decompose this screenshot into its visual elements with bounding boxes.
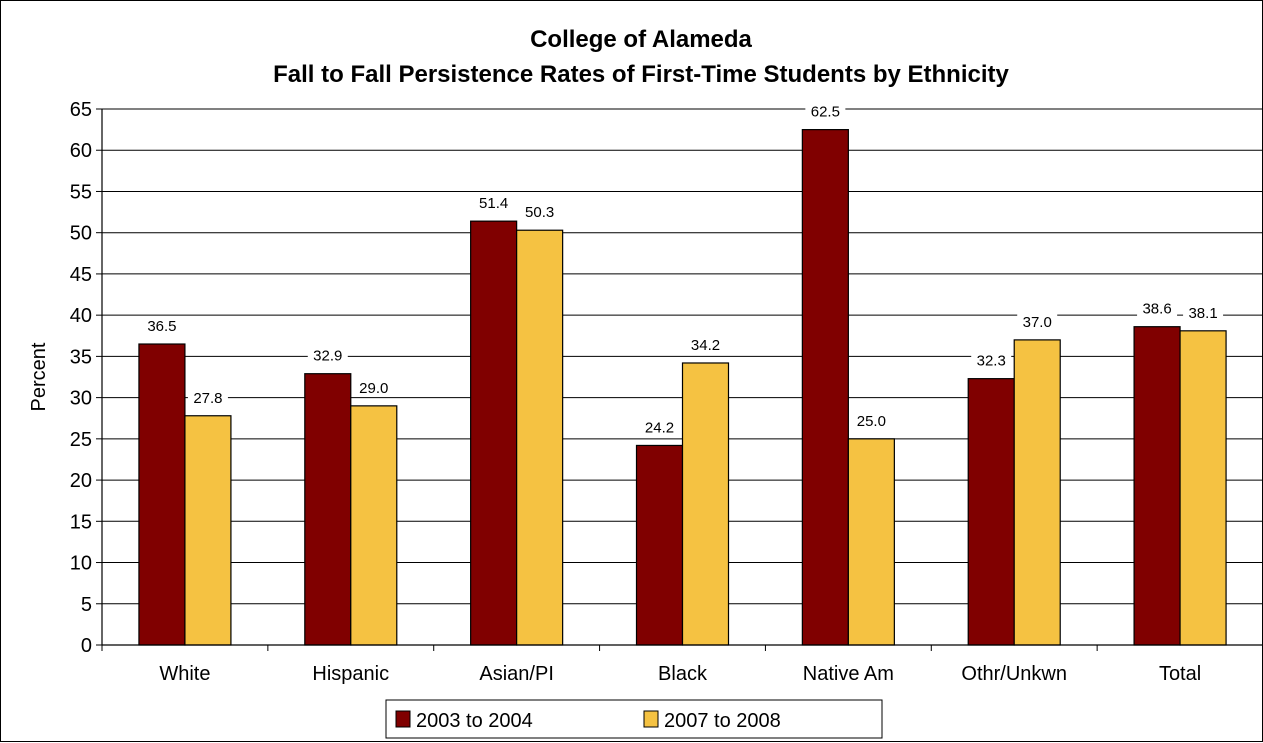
bar [184,415,232,646]
data-label-bg [1017,312,1058,331]
legend-swatch [643,710,659,728]
legend-swatch [395,710,411,728]
legend-label: 2007 to 2008 [664,710,781,732]
legend-box [385,699,883,739]
data-label: 34.2 [691,337,720,354]
data-label-bg [307,346,348,365]
y-axis-label: Percent [28,342,50,411]
y-tick-label: 35 [70,346,92,368]
x-tick-label: Othr/Unkwn [961,663,1067,685]
data-label-bg [187,388,228,407]
bar [138,343,186,646]
data-label-bg [473,194,514,213]
y-tick-label: 15 [70,511,92,533]
bars [138,129,1227,646]
y-tick-label: 40 [70,305,92,327]
data-label: 32.9 [313,348,342,365]
bar [470,220,518,646]
y-tick-label: 55 [70,181,92,203]
data-label: 24.2 [645,419,674,436]
data-label-bg [353,378,394,397]
legend-label: 2003 to 2004 [416,710,533,732]
bar [304,373,352,646]
x-tick-label: Total [1159,663,1201,685]
data-label: 32.3 [977,353,1006,370]
y-tick-label: 20 [70,470,92,492]
axes: 0 5 10 15 20 25 30 35 40 45 50 55 60 65 White Hispanic A… [70,99,1263,685]
data-label: 38.1 [1188,305,1217,322]
y-tick-label: 5 [81,594,92,616]
data-label: 51.4 [479,195,508,212]
data-label-bg [685,335,726,354]
x-tick-label: Asian/PI [479,663,553,685]
bar [516,229,564,646]
data-label-bg [1183,303,1224,322]
bar [1133,326,1181,646]
data-label: 27.8 [193,390,222,407]
y-tick-label: 0 [81,635,92,657]
bar [1013,339,1061,646]
data-label-bg [851,411,892,430]
data-label: 38.6 [1142,301,1171,318]
y-tick-label: 50 [70,223,92,245]
data-label-bg [1137,299,1178,318]
data-label-bg [141,317,182,336]
data-label: 50.3 [525,204,554,221]
x-tick-label: Black [658,663,708,685]
bar [847,438,895,646]
data-label: 29.0 [359,380,388,397]
y-tick-label: 25 [70,429,92,451]
data-label: 25.0 [857,413,886,430]
bar [1179,330,1227,646]
bar [635,444,684,646]
y-tick-label: 45 [70,264,92,286]
data-labels: 36.5 27.8 32.9 29.0 51.4 50.3 24.2 34.2 62.5 25.0… [141,102,1224,437]
data-label-bg [971,351,1012,370]
data-label-bg [519,203,560,222]
chart-title: College of Alameda [530,26,752,53]
chart-subtitle: Fall to Fall Persistence Rates of First-… [273,61,1009,88]
legend: 2003 to 2004 2007 to 2008 [385,699,883,739]
x-tick-label: Native Am [803,663,894,685]
data-label: 36.5 [147,318,176,335]
data-label-bg [639,418,680,437]
bar [681,362,730,646]
y-tick-label: 10 [70,553,92,575]
y-tick-label: 30 [70,388,92,410]
x-tick-label: Hispanic [312,663,389,685]
bar [350,405,398,646]
data-label: 37.0 [1023,314,1052,331]
data-label: 62.5 [811,104,840,121]
y-tick-label: 60 [70,140,92,162]
data-label-bg [805,102,846,121]
bar [801,129,849,646]
bar [967,378,1015,646]
y-tick-label: 65 [70,99,92,121]
x-tick-label: White [159,663,210,685]
